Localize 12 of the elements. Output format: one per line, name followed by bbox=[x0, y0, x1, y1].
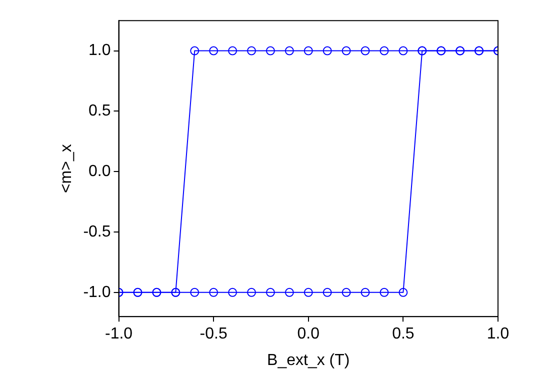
y-tick-label: 1.0 bbox=[88, 42, 111, 60]
x-axis-title: B_ext_x (T) bbox=[267, 352, 350, 369]
y-tick-label: 0.0 bbox=[88, 163, 111, 180]
x-tick-label: 0.5 bbox=[392, 326, 414, 343]
x-tick-label: 1.0 bbox=[486, 326, 510, 343]
x-tick-label: 0.0 bbox=[297, 326, 320, 343]
x-tick-label: -0.5 bbox=[200, 326, 228, 343]
y-tick-label: -0.5 bbox=[83, 223, 111, 240]
x-tick-label: -1.0 bbox=[104, 326, 133, 343]
y-tick-label: -1.0 bbox=[83, 284, 111, 301]
y-tick-label: 0.5 bbox=[88, 102, 111, 120]
y-axis-title: <m>_x bbox=[58, 144, 76, 194]
